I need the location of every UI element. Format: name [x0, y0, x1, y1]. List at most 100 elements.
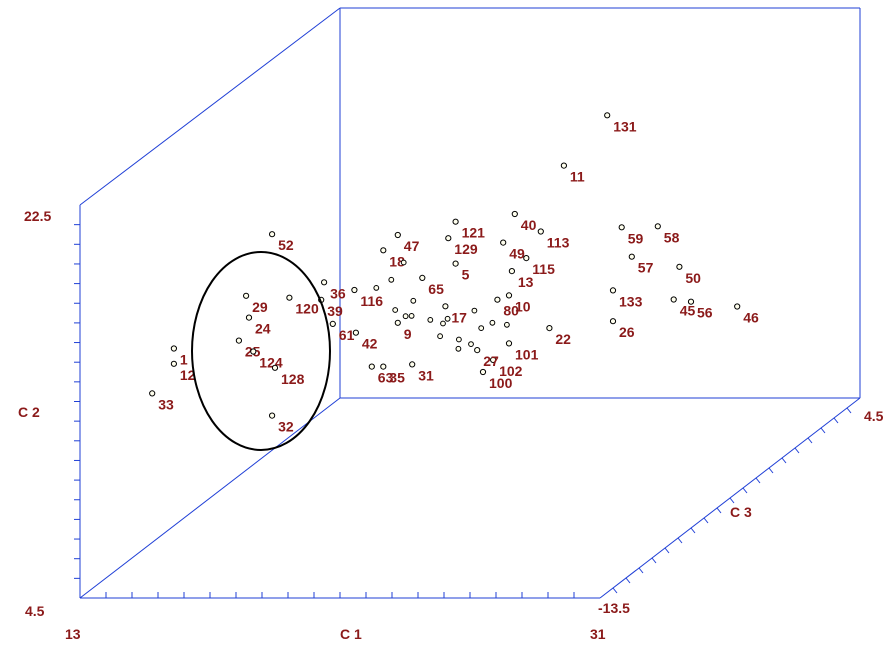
- data-point-unlabeled: [440, 320, 446, 327]
- data-point-5: [452, 260, 459, 267]
- data-point-17: [442, 303, 449, 310]
- depth-edge-top: [79, 7, 341, 206]
- c3-tick: [742, 487, 748, 494]
- data-point-128: [271, 364, 279, 371]
- c3-tick: [716, 507, 722, 514]
- data-point-100: [479, 368, 487, 376]
- data-point-61: [329, 320, 336, 327]
- data-point-29: [243, 292, 250, 299]
- data-point-unlabeled: [400, 259, 407, 266]
- data-point-label-13: 13: [518, 274, 534, 290]
- data-point-124: [250, 348, 257, 355]
- data-point-42: [352, 329, 359, 336]
- c3-tick: [833, 417, 839, 424]
- c3-tick: [690, 527, 696, 534]
- data-point-label-59: 59: [628, 230, 644, 246]
- data-point-label-102: 102: [499, 363, 523, 379]
- data-point-12: [170, 360, 177, 367]
- data-point-label-116: 116: [360, 293, 383, 309]
- data-point-label-124: 124: [259, 355, 283, 371]
- data-point-label-22: 22: [555, 331, 571, 347]
- data-point-unlabeled: [489, 319, 496, 326]
- data-point-label-1: 1: [180, 352, 188, 368]
- data-point-label-115: 115: [532, 261, 555, 277]
- data-point-129: [445, 235, 452, 242]
- data-point-22: [546, 325, 553, 332]
- data-point-label-50: 50: [685, 270, 701, 286]
- data-point-33: [149, 390, 156, 397]
- data-point-58: [654, 223, 661, 230]
- data-point-unlabeled: [456, 336, 462, 343]
- c2-axis-title: C 2: [18, 404, 40, 420]
- c3-axis-title: C 3: [730, 504, 752, 520]
- c1-max-label: 31: [590, 626, 606, 642]
- data-point-label-52: 52: [278, 237, 294, 253]
- data-point-label-10: 10: [515, 298, 531, 314]
- data-point-unlabeled: [455, 345, 462, 352]
- data-point-label-17: 17: [451, 309, 467, 325]
- data-point-label-27: 27: [483, 353, 499, 369]
- data-point-label-101: 101: [515, 346, 539, 362]
- data-point-unlabeled: [444, 315, 451, 322]
- data-point-label-5: 5: [462, 267, 470, 283]
- data-point-label-100: 100: [489, 375, 513, 391]
- data-point-label-63: 63: [378, 370, 394, 386]
- data-point-unlabeled: [471, 307, 478, 314]
- data-point-label-133: 133: [619, 293, 643, 309]
- data-point-65: [419, 274, 426, 281]
- data-point-label-35: 35: [389, 370, 405, 386]
- data-point-unlabeled: [408, 313, 415, 319]
- data-point-label-80: 80: [503, 303, 519, 319]
- data-point-59: [618, 224, 625, 231]
- c3-tick: [781, 457, 787, 464]
- data-point-label-31: 31: [418, 367, 434, 383]
- data-point-label-56: 56: [697, 305, 713, 321]
- data-point-label-12: 12: [180, 367, 196, 383]
- data-point-label-113: 113: [547, 235, 570, 251]
- data-point-unlabeled: [392, 307, 399, 313]
- data-point-10: [505, 292, 513, 299]
- data-point-unlabeled: [402, 313, 409, 320]
- c3-tick: [703, 517, 709, 524]
- data-point-label-121: 121: [462, 225, 486, 241]
- data-point-116: [351, 286, 358, 294]
- c3-tick: [677, 537, 683, 544]
- c3-tick: [755, 477, 761, 484]
- data-point-35: [380, 363, 387, 370]
- data-point-101: [505, 340, 513, 347]
- c3-tick: [729, 497, 735, 504]
- c3-tick: [794, 447, 800, 454]
- data-point-32: [269, 412, 276, 419]
- data-point-115: [523, 255, 530, 262]
- data-point-13: [508, 268, 515, 275]
- data-point-label-33: 33: [158, 396, 174, 412]
- data-point-label-128: 128: [281, 371, 305, 387]
- data-point-52: [269, 231, 276, 238]
- c3-tick: [638, 567, 644, 574]
- data-point-unlabeled: [504, 321, 510, 328]
- data-point-unlabeled: [427, 317, 434, 323]
- c3-tick: [768, 467, 774, 474]
- c2-min-label: 4.5: [25, 603, 45, 619]
- data-point-131: [604, 112, 611, 119]
- data-point-121: [452, 218, 459, 225]
- data-point-47: [394, 231, 401, 239]
- data-point-unlabeled: [388, 276, 395, 283]
- data-point-unlabeled: [478, 325, 485, 332]
- data-point-63: [368, 363, 375, 370]
- axis-box: [79, 7, 861, 599]
- data-point-label-18: 18: [389, 253, 405, 269]
- c3-tick: [625, 577, 631, 584]
- c3-tick: [846, 407, 852, 414]
- data-point-36: [321, 279, 328, 286]
- data-point-label-29: 29: [252, 299, 268, 315]
- data-point-26: [609, 318, 617, 325]
- data-point-label-47: 47: [404, 238, 420, 254]
- data-point-label-61: 61: [339, 327, 355, 343]
- data-point-113: [537, 228, 544, 235]
- data-point-1: [170, 345, 177, 352]
- data-point-24: [245, 314, 253, 321]
- data-point-label-45: 45: [680, 303, 696, 319]
